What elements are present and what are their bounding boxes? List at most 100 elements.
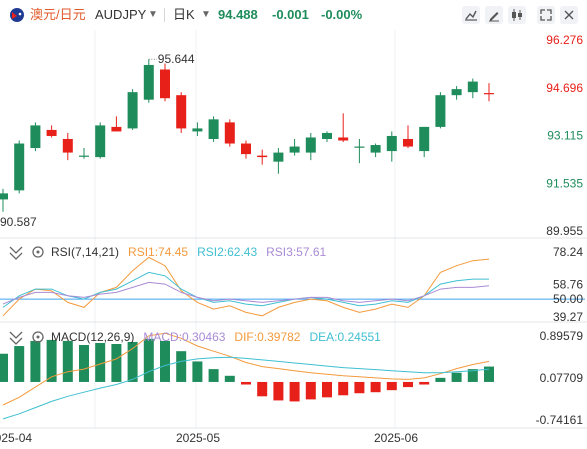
macd-histogram-bar [370, 381, 381, 393]
macd-settings-icon-dot [36, 335, 40, 339]
rsi-pane[interactable] [0, 256, 585, 317]
rsi-settings-icon-dot [36, 250, 40, 254]
macd-histogram-bar [386, 381, 397, 391]
macd-histogram-bar [127, 341, 138, 382]
chart-grid [0, 30, 587, 429]
macd-axis-label: -0.74161 [536, 413, 584, 427]
high-marker-label: 95.644 [158, 52, 195, 66]
candle-body [95, 125, 106, 158]
candle-body [403, 138, 413, 147]
close-button[interactable] [560, 6, 578, 24]
rsi-value-label: RSI3:57.61 [266, 245, 326, 259]
close-icon [564, 10, 574, 20]
fullscreen-icon [540, 9, 552, 21]
candle-body [0, 193, 8, 200]
rsi-series-line [2, 271, 489, 308]
price-axis-label: 89.955 [546, 224, 583, 238]
candle-body [354, 146, 365, 148]
macd-histogram-bar [14, 346, 25, 382]
period-selector[interactable]: 日K [173, 7, 195, 22]
candle-body [208, 119, 219, 139]
candle-body [322, 132, 332, 139]
macd-histogram-bar [435, 377, 446, 382]
macd-histogram-bar [224, 375, 235, 382]
indicator-legends: RSI(7,14,21) RSI1:74.45 RSI2:62.43 RSI3:57.… [9, 245, 381, 345]
macd-histogram-bar [403, 381, 413, 388]
macd-histogram-bar [0, 353, 8, 382]
rsi-axis-label: 50.00 [553, 292, 583, 306]
macd-histogram-bar [354, 381, 365, 394]
candle-body [160, 69, 170, 99]
candle-body [386, 135, 397, 152]
price-axis-label: 94.696 [546, 81, 583, 95]
macd-histogram-bar [46, 339, 57, 382]
candle-body [289, 146, 300, 153]
macd-histogram-bar [467, 369, 478, 382]
date-axis-label: 2025-06 [374, 431, 418, 445]
candle-body [305, 137, 316, 153]
macd-axis-label: 0.07709 [540, 371, 584, 385]
candle-body [192, 128, 203, 132]
macd-histogram-bar [322, 381, 332, 398]
rsi-series-line [2, 256, 490, 317]
candle-body [484, 93, 494, 95]
macd-histogram-bar [160, 340, 170, 382]
draw-button[interactable] [485, 6, 503, 24]
rsi-axis-label: 78.24 [553, 245, 583, 259]
candle-body [176, 95, 187, 129]
macd-histogram-bar [208, 369, 219, 382]
candle-type-button[interactable] [508, 6, 526, 24]
candle-body [46, 129, 57, 136]
candle-body [224, 122, 235, 144]
macd-histogram-bar [143, 338, 154, 382]
macd-histogram-bar [338, 381, 349, 396]
candle-body [14, 143, 25, 191]
rsi-axis-label: 39.27 [553, 310, 583, 324]
low-marker-label: 90.587 [0, 215, 37, 229]
macd-histogram-bar [273, 381, 284, 401]
rsi-value-label: RSI2:62.43 [197, 245, 257, 259]
macd-histogram-bar [176, 351, 187, 382]
candle-body [257, 155, 268, 158]
candle-body [273, 152, 284, 162]
fullscreen-button[interactable] [537, 6, 555, 24]
price-change: -0.001 [272, 7, 309, 22]
candle-body [435, 95, 446, 127]
symbol-name-cn[interactable]: 澳元/日元 [30, 7, 86, 22]
macd-histogram-bar [95, 342, 106, 382]
macd-pane[interactable] [0, 332, 494, 420]
rsi-collapse-icon [9, 246, 23, 260]
macd-title-text: MACD(12,26,9) [51, 330, 134, 344]
price-axis-label: 96.276 [546, 33, 583, 47]
macd-histogram-bar [79, 345, 89, 382]
indicator-icon [465, 10, 477, 21]
price-pane[interactable]: 95.644 90.587 [0, 52, 494, 229]
macd-histogram-bar [484, 366, 494, 382]
draw-icon [489, 12, 499, 22]
date-axis-label: 2025-04 [0, 431, 32, 445]
symbol-chevron-down-icon[interactable]: ▼ [148, 9, 158, 20]
macd-histogram-bar [192, 361, 203, 382]
rsi-series-line [2, 281, 490, 305]
macd-title: MACD(12,26,9) MACD:0.30463 DIF:0.39782 DEA:… [51, 330, 381, 344]
candle-body [241, 143, 251, 155]
candle-body [30, 125, 41, 149]
macd-histogram-bar [305, 381, 316, 400]
toolbar-divider [164, 8, 165, 22]
macd-histogram-bar [289, 381, 300, 402]
rsi-title: RSI(7,14,21) RSI1:74.45 RSI2:62.43 RSI3:57.… [51, 245, 327, 259]
period-chevron-down-icon[interactable]: ▼ [201, 9, 211, 20]
macd-settings-icon [32, 331, 44, 343]
macd-histogram-bar [419, 381, 430, 385]
symbol-code[interactable]: AUDJPY [95, 7, 147, 22]
chart-toolbar: 澳元/日元 AUDJPY ▼ 日K ▼ 94.488 -0.001 -0.00% [0, 0, 587, 30]
candle-body [127, 92, 138, 129]
macd-histogram-bar [241, 381, 251, 385]
rsi-axis-label: 58.76 [553, 277, 583, 291]
macd-histogram-bar [62, 340, 73, 382]
macd-collapse-icon [9, 331, 23, 345]
price-axis-label: 91.535 [546, 176, 583, 190]
macd-value-label: DIF:0.39782 [234, 330, 300, 344]
indicator-button[interactable] [462, 6, 480, 24]
